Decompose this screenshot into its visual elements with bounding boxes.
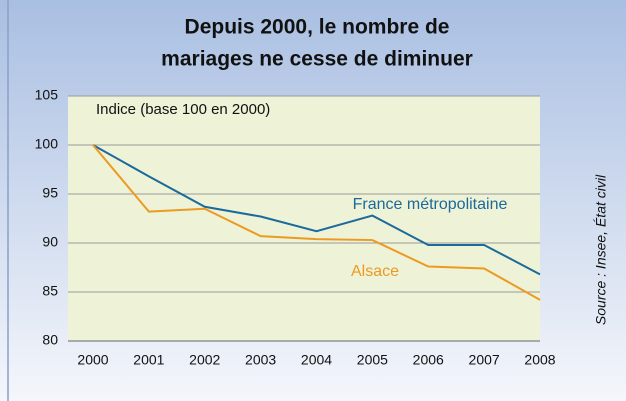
x-tick-label: 2008 — [524, 352, 555, 368]
x-tick-label: 2002 — [189, 352, 220, 368]
series-label: France métropolitaine — [353, 196, 508, 213]
y-tick-label: 90 — [42, 234, 58, 250]
x-tick-label: 2007 — [469, 352, 500, 368]
chart-title: mariages ne cesse de diminuer — [161, 48, 473, 71]
series-line — [92, 144, 541, 276]
y-tick-label: 80 — [42, 332, 58, 348]
annotation: Indice (base 100 en 2000) — [96, 101, 270, 118]
source: Source : Insee, État civil — [593, 174, 609, 325]
x-tick-label: 2005 — [357, 352, 388, 368]
chart-title: Depuis 2000, le nombre de — [185, 16, 450, 39]
x-tick-label: 2006 — [413, 352, 444, 368]
y-tick-label: 95 — [42, 185, 58, 201]
plot-area — [68, 96, 540, 341]
x-tick-label: 2004 — [301, 352, 332, 368]
y-tick-label: 85 — [42, 283, 58, 299]
x-tick-label: 2003 — [245, 352, 276, 368]
x-tick-label: 2000 — [77, 352, 108, 368]
series-label: Alsace — [351, 263, 399, 280]
y-tick-label: 105 — [35, 87, 59, 103]
x-tick-label: 2001 — [133, 352, 164, 368]
series-line — [92, 144, 541, 301]
y-tick-label: 100 — [35, 136, 59, 152]
